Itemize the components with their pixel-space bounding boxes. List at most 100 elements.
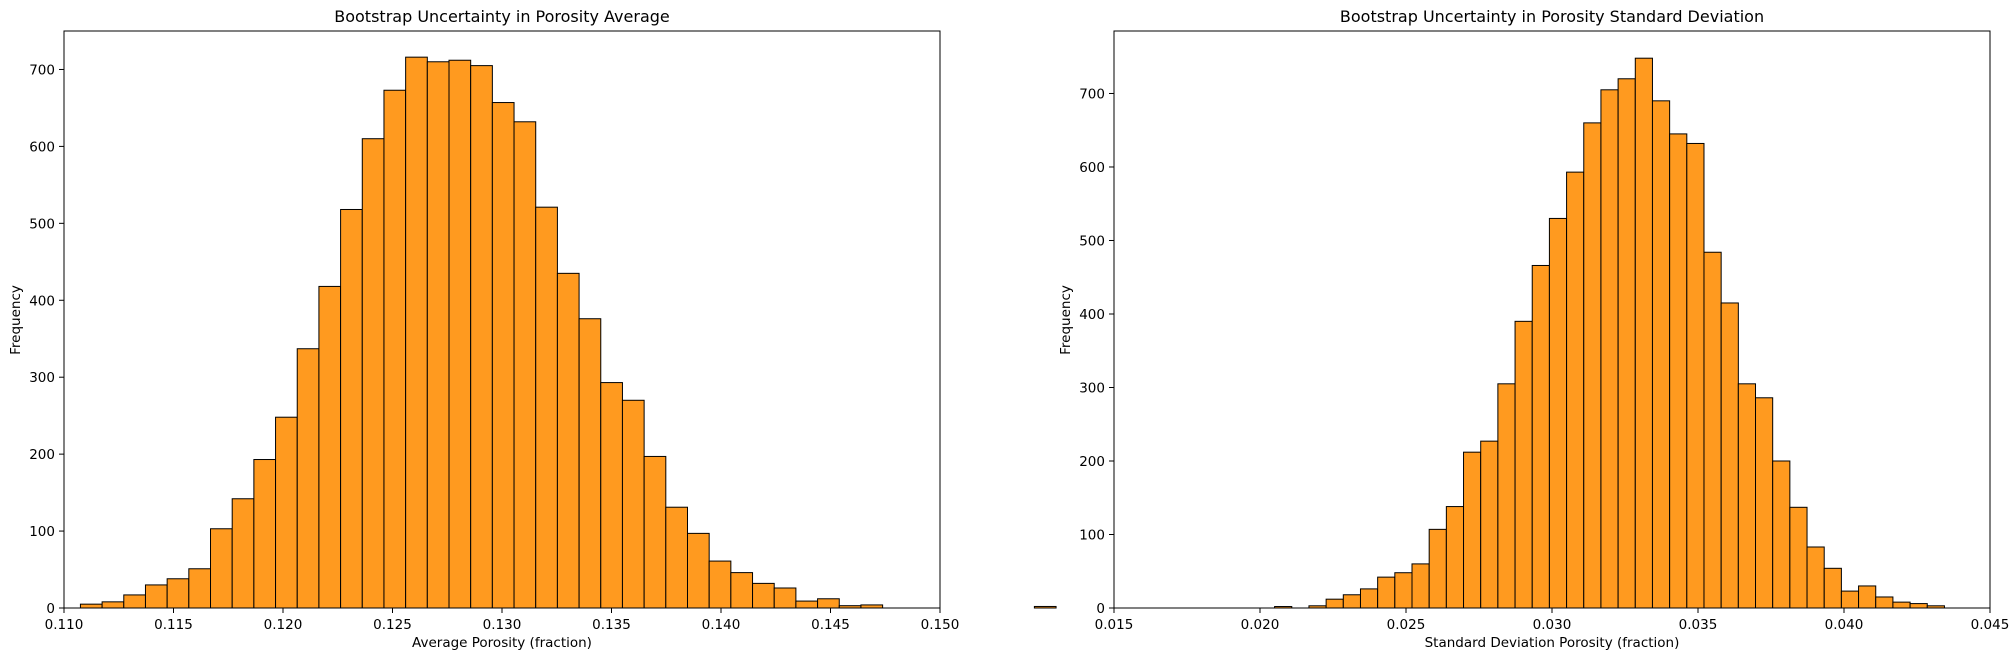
chart-title: Bootstrap Uncertainty in Porosity Standa…	[1340, 7, 1764, 26]
y-tick-label: 500	[29, 216, 55, 232]
histogram-bar	[1497, 383, 1516, 609]
histogram-bar	[166, 578, 190, 609]
histogram-bar	[1772, 460, 1791, 609]
x-tick-label: 0.145	[811, 617, 850, 633]
histogram-bar	[1480, 440, 1499, 609]
histogram-bar	[1325, 598, 1344, 609]
histogram-bar	[795, 600, 819, 609]
histogram-bar	[1840, 590, 1860, 609]
histogram-bar	[665, 506, 688, 609]
histogram-bar	[1617, 78, 1636, 609]
histogram-bar	[253, 459, 277, 609]
x-tick-label: 0.040	[1825, 617, 1864, 633]
histogram-bar	[773, 587, 797, 609]
x-tick-label: 0.120	[264, 617, 303, 633]
histogram-bar	[296, 348, 320, 609]
histogram-bar	[1858, 585, 1877, 609]
histogram-bar	[1892, 601, 1911, 609]
y-axis-label: Frequency	[1058, 285, 1074, 355]
histogram-bar	[123, 594, 146, 609]
axes-frame	[63, 30, 941, 609]
histogram-bar	[1720, 302, 1739, 609]
histogram-bar	[1634, 57, 1653, 609]
x-tick-label: 0.020	[1241, 617, 1280, 633]
average-porosity-histogram: Bootstrap Uncertainty in Porosity Averag…	[8, 7, 1057, 651]
histogram-bar	[1909, 603, 1928, 609]
histogram-bar	[101, 601, 125, 609]
histogram-bar	[210, 528, 233, 609]
histogram-bar	[491, 102, 515, 609]
histogram-bar	[535, 206, 558, 609]
histogram-bar	[231, 498, 255, 609]
histogram-bar	[686, 532, 710, 609]
y-tick-label: 300	[1079, 380, 1105, 396]
histogram-bar	[1755, 397, 1774, 609]
histogram-bar	[1428, 528, 1447, 609]
x-tick-label: 0.130	[483, 617, 522, 633]
y-tick-label: 100	[1079, 527, 1105, 543]
histogram-bar	[1703, 251, 1722, 609]
y-tick-label: 100	[29, 524, 55, 540]
histogram-bar	[318, 285, 342, 609]
y-tick-label: 600	[1079, 160, 1105, 176]
histogram-bar	[730, 572, 754, 609]
x-tick-label: 0.045	[1971, 617, 2010, 633]
histogram-bar	[470, 65, 493, 609]
x-tick-label: 0.115	[154, 617, 193, 633]
histogram-bar	[1359, 588, 1379, 609]
histogram-bar	[1583, 122, 1602, 609]
histogram-bar	[1463, 451, 1482, 609]
histogram-bar	[426, 61, 450, 609]
histogram-bar	[1669, 133, 1688, 609]
axes-frame	[1113, 30, 1991, 609]
histogram-bar	[448, 59, 472, 609]
histogram-bar	[1737, 383, 1757, 609]
histogram-bar	[578, 318, 602, 609]
histogram-bar	[361, 138, 385, 609]
y-tick-label: 700	[29, 62, 55, 78]
y-tick-label: 0	[46, 601, 55, 617]
histogram-bar	[1600, 89, 1619, 609]
x-axis-ticks: 0.110 0.115 0.120 0.125 0.130 0.135 0.140 0.145…	[45, 608, 960, 633]
chart-title: Bootstrap Uncertainty in Porosity Averag…	[334, 7, 670, 26]
x-axis-ticks: 0.015 0.020 0.025 0.030 0.035 0.040 0.045	[1095, 608, 2010, 633]
histogram-bar	[1411, 563, 1430, 609]
histogram-bar	[1806, 546, 1825, 609]
histogram-bar	[1377, 576, 1396, 609]
x-tick-label: 0.150	[921, 617, 960, 633]
x-tick-label: 0.135	[592, 617, 631, 633]
histogram-bar	[1445, 506, 1465, 609]
histogram-bar	[1514, 320, 1533, 609]
y-axis-ticks: 0 100 200 300 400 500 600 700	[29, 62, 64, 617]
y-tick-label: 700	[1079, 86, 1105, 102]
y-tick-label: 400	[1079, 307, 1105, 323]
x-axis-label: Standard Deviation Porosity (fraction)	[1425, 635, 1680, 651]
histogram-bar	[1789, 506, 1808, 609]
y-tick-label: 600	[29, 139, 55, 155]
x-tick-label: 0.125	[373, 617, 412, 633]
histogram-bar	[1548, 217, 1568, 609]
histogram-bar	[513, 121, 537, 609]
x-tick-label: 0.025	[1387, 617, 1426, 633]
histogram-bar	[1651, 100, 1671, 609]
histogram-bar	[600, 382, 623, 609]
x-tick-label: 0.015	[1095, 617, 1134, 633]
y-tick-label: 200	[1079, 454, 1105, 470]
x-tick-label: 0.035	[1679, 617, 1718, 633]
histogram-bar	[188, 568, 212, 609]
histogram-bar	[1875, 596, 1894, 609]
histogram-bar	[1342, 594, 1361, 609]
histogram-bar	[817, 598, 840, 609]
histogram-bar	[556, 272, 580, 609]
y-tick-label: 0	[1096, 601, 1105, 617]
histogram-bar	[1033, 605, 1057, 609]
histogram-bar	[1823, 567, 1842, 609]
histogram-bar	[340, 208, 363, 609]
x-tick-label: 0.140	[702, 617, 741, 633]
y-tick-label: 300	[29, 370, 55, 386]
x-axis-label: Average Porosity (fraction)	[412, 635, 592, 651]
x-tick-label: 0.110	[45, 617, 84, 633]
histogram-bar	[643, 455, 667, 609]
y-tick-label: 200	[29, 447, 55, 463]
